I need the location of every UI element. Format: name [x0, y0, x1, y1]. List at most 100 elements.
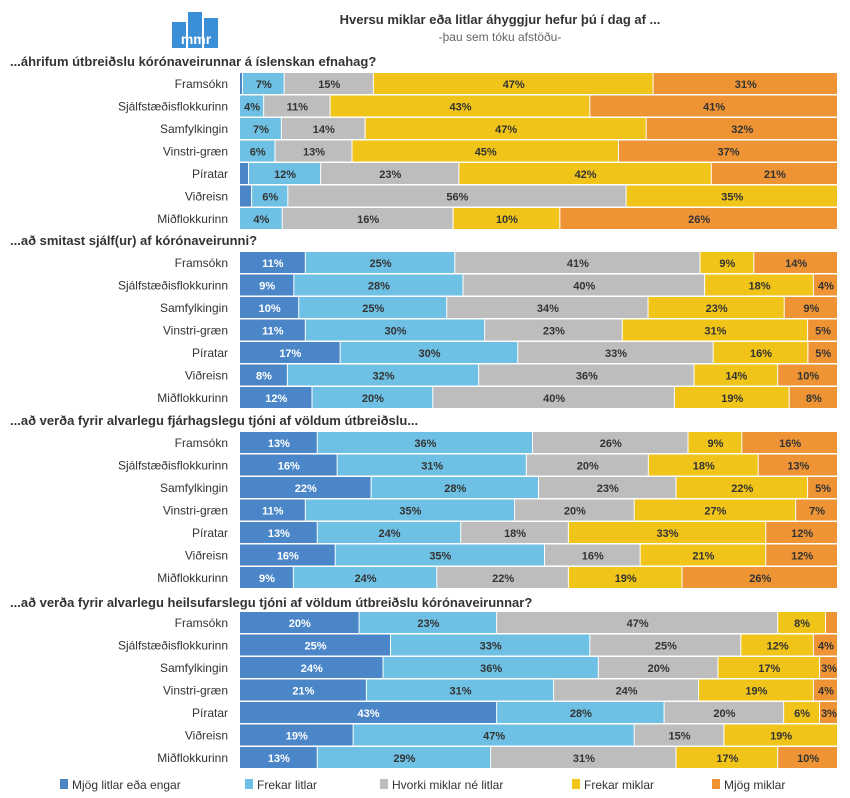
data-label: 23%	[706, 303, 728, 315]
data-label: 8%	[806, 393, 822, 405]
category-label: Vinstri-græn	[163, 145, 228, 159]
data-label: 41%	[567, 258, 589, 270]
data-label: 15%	[318, 79, 340, 91]
data-label: 24%	[301, 663, 323, 675]
bar-segment	[240, 567, 293, 588]
data-label: 14%	[725, 371, 747, 383]
data-label: 6%	[262, 192, 278, 204]
data-label: 16%	[779, 438, 801, 450]
category-label: Viðreisn	[185, 729, 228, 743]
bar-segment	[694, 364, 778, 386]
data-label: 31%	[573, 753, 595, 765]
data-label: 7%	[256, 79, 272, 91]
bar-segment	[682, 567, 837, 588]
bar-segment	[353, 724, 634, 746]
data-label: 32%	[373, 371, 395, 383]
data-label: 9%	[259, 281, 275, 293]
panel-title: ...að verða fyrir alvarlegu heilsufarsle…	[10, 595, 532, 610]
data-label: 26%	[688, 214, 710, 226]
category-label: Vinstri-græn	[163, 324, 228, 338]
bar-segment	[447, 297, 648, 318]
legend-swatch	[380, 779, 388, 789]
data-label: 12%	[265, 393, 287, 405]
bar-segment	[264, 95, 330, 117]
bar-segment	[784, 702, 820, 723]
bar-segment	[758, 454, 837, 476]
data-label: 25%	[362, 303, 384, 315]
bar-segment	[648, 454, 758, 476]
data-label: 30%	[384, 326, 406, 338]
legend-item: Frekar litlar	[245, 778, 317, 792]
data-label: 12%	[767, 641, 789, 653]
bar-segment	[778, 364, 837, 386]
data-label: 4%	[818, 281, 834, 293]
bar-segment	[497, 612, 778, 633]
legend-label: Mjög litlar eða engar	[72, 778, 181, 792]
logo-text: mmr	[181, 31, 212, 47]
bar-segment	[317, 522, 461, 543]
bar-segment	[459, 163, 711, 184]
bar-segment	[240, 163, 249, 184]
data-label: 20%	[577, 461, 599, 473]
data-label: 16%	[750, 348, 772, 360]
data-label: 19%	[615, 573, 637, 585]
bar-segment	[240, 544, 335, 566]
data-label: 56%	[446, 192, 468, 204]
data-label: 30%	[418, 348, 440, 360]
bar-segment	[288, 185, 626, 207]
bar-segment	[299, 297, 447, 318]
data-label: 3%	[821, 663, 837, 675]
data-label: 47%	[483, 731, 505, 743]
bar-segment	[813, 679, 837, 701]
data-label: 10%	[259, 303, 281, 315]
bar-segment	[240, 679, 366, 701]
data-label: 19%	[721, 393, 743, 405]
data-label: 13%	[787, 461, 809, 473]
bar-segment	[373, 73, 653, 94]
data-label: 5%	[815, 326, 831, 338]
category-label: Píratar	[192, 706, 228, 720]
legend-label: Frekar miklar	[584, 778, 654, 792]
category-label: Viðreisn	[185, 369, 228, 383]
data-label: 13%	[268, 528, 290, 540]
panel-4: ...að verða fyrir alvarlegu heilsufarsle…	[10, 595, 837, 768]
bar-segment	[240, 342, 340, 363]
data-label: 17%	[716, 753, 738, 765]
chart-title: Hversu miklar eða litlar áhyggjur hefur …	[339, 12, 661, 27]
category-label: Samfylkingin	[160, 661, 228, 675]
data-label: 43%	[358, 708, 380, 720]
data-label: 20%	[362, 393, 384, 405]
legend-label: Frekar litlar	[257, 778, 317, 792]
bar-segment	[240, 140, 275, 162]
data-label: 35%	[721, 192, 743, 204]
bar-segment	[634, 724, 724, 746]
data-label: 4%	[818, 686, 834, 698]
data-label: 25%	[655, 641, 677, 653]
data-label: 14%	[785, 258, 807, 270]
bar-segment	[240, 297, 299, 318]
data-label: 23%	[597, 483, 619, 495]
category-label: Píratar	[192, 346, 228, 360]
bar-segment	[240, 634, 391, 656]
legend-label: Hvorki miklar né litlar	[392, 778, 503, 792]
bar-segment	[724, 724, 837, 746]
bar-segment	[240, 657, 383, 678]
bar-segment	[590, 95, 837, 117]
bar-segment	[813, 634, 837, 656]
bar-segment	[674, 387, 789, 408]
bar-segment	[554, 679, 699, 701]
bar-segment	[366, 679, 554, 701]
data-label: 23%	[379, 169, 401, 181]
bar-segment	[383, 657, 598, 678]
category-label: Samfylkingin	[160, 481, 228, 495]
panel-3: ...að verða fyrir alvarlegu fjárhagslegu…	[10, 413, 837, 588]
data-label: 22%	[731, 483, 753, 495]
category-label: Miðflokkurinn	[157, 571, 228, 585]
data-label: 11%	[262, 326, 284, 338]
bar-segment	[305, 252, 455, 273]
bar-segment	[568, 522, 766, 543]
bar-segment	[718, 657, 820, 678]
data-label: 33%	[657, 528, 679, 540]
chart-subtitle: -þau sem tóku afstöðu-	[438, 30, 562, 44]
bar-segment	[317, 747, 491, 768]
